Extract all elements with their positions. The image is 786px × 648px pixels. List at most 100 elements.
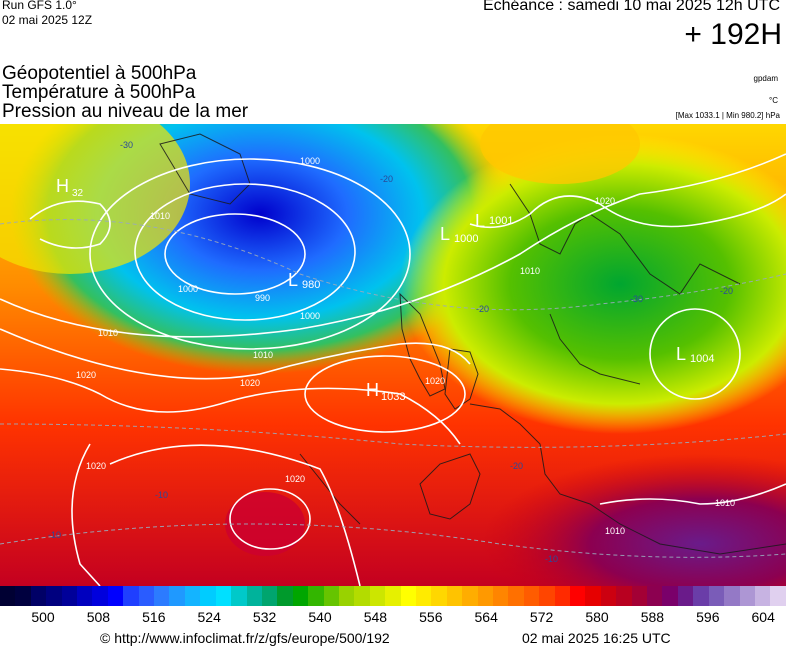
weather-map: H 32 L 1001 L 1000 L 980 H 1033 L 1004 1… — [0, 124, 786, 586]
colorbar-swatch — [585, 586, 601, 606]
colorbar — [0, 586, 786, 606]
isotherm-label: -10 — [545, 554, 558, 564]
isobar-label: 990 — [255, 293, 270, 303]
colorbar-swatch — [46, 586, 62, 606]
colorbar-swatch — [508, 586, 524, 606]
colorbar-tick-label: 588 — [640, 609, 665, 625]
low-center: L — [676, 344, 686, 364]
pressure-max-min: [Max 1033.1 | Min 980.2] hPa — [675, 111, 780, 120]
colorbar-swatch — [677, 586, 694, 606]
forecast-hours: + 192H — [684, 18, 782, 51]
colorbar-swatch — [523, 586, 540, 606]
colorbar-swatch — [323, 586, 339, 606]
isobar-label: 1010 — [150, 211, 170, 221]
high-center: H — [366, 380, 379, 400]
colorbar-swatch — [431, 586, 447, 606]
isobar-label: 1020 — [595, 196, 615, 206]
colorbar-tick-label: 524 — [197, 609, 221, 625]
colorbar-tick-label: 500 — [31, 609, 55, 625]
title-temperature: Température à 500hPa — [2, 82, 196, 103]
isobar-label: 1020 — [76, 370, 96, 380]
colorbar-swatch — [616, 586, 632, 606]
colorbar-tick-label: 572 — [529, 609, 554, 625]
colorbar-ticks: 500 508 516 524 532 540 548 556 564 572 580 588 596 6… — [0, 609, 786, 627]
colorbar-swatch — [15, 586, 31, 606]
colorbar-swatch — [647, 586, 663, 606]
forecast-valid-time: Echéance : samedi 10 mai 2025 12h UTC — [482, 0, 780, 14]
unit-celsius: °C — [769, 96, 778, 105]
low-value: 1001 — [489, 215, 513, 227]
colorbar-swatch — [30, 586, 47, 606]
low-value: 980 — [302, 279, 320, 291]
isobar-label: 1010 — [98, 328, 118, 338]
colorbar-swatch — [184, 586, 201, 606]
isotherm-label: -20 — [510, 461, 523, 471]
colorbar-swatch — [570, 586, 586, 606]
colorbar-swatch — [308, 586, 324, 606]
low-center: L — [288, 270, 298, 290]
run-date: 02 mai 2025 12Z — [2, 13, 93, 27]
isotherm-label: -20 — [720, 286, 733, 296]
colorbar-swatch — [708, 586, 725, 606]
colorbar-swatch — [415, 586, 432, 606]
colorbar-swatch — [123, 586, 139, 606]
colorbar-swatch — [277, 586, 293, 606]
colorbar-swatch — [138, 586, 155, 606]
colorbar-swatch — [539, 586, 555, 606]
colorbar-swatch — [92, 586, 108, 606]
colorbar-swatch — [446, 586, 463, 606]
colorbar-swatch — [662, 586, 678, 606]
colorbar-swatch — [261, 586, 278, 606]
colorbar-swatch — [369, 586, 386, 606]
colorbar-tick-label: 596 — [696, 609, 720, 625]
colorbar-swatch — [554, 586, 571, 606]
isobar-label: 1020 — [425, 376, 445, 386]
colorbar-tick-label: 508 — [86, 609, 111, 625]
colorbar-swatch — [169, 586, 185, 606]
colorbar-swatch — [154, 586, 170, 606]
colorbar-tick-label: 540 — [308, 609, 332, 625]
isobar-label: 1010 — [253, 350, 273, 360]
unit-gpdam: gpdam — [753, 74, 778, 83]
colorbar-swatch — [338, 586, 355, 606]
colorbar-tick-label: 604 — [751, 609, 775, 625]
colorbar-swatch — [400, 586, 416, 606]
colorbar-swatch — [724, 586, 740, 606]
isobar-label: 1020 — [240, 378, 260, 388]
colorbar-swatch — [77, 586, 93, 606]
colorbar-swatch — [385, 586, 401, 606]
isobar-label: 1000 — [300, 156, 320, 166]
colorbar-swatch — [107, 586, 124, 606]
cool-air-east — [400, 134, 786, 434]
colorbar-swatch — [462, 586, 478, 606]
colorbar-tick-label: 516 — [142, 609, 166, 625]
isotherm-label: -10 — [48, 530, 61, 540]
colorbar-swatch — [231, 586, 247, 606]
isobar-label: 1020 — [285, 474, 305, 484]
copyright-link[interactable]: © http://www.infoclimat.fr/z/gfs/europe/… — [100, 630, 390, 646]
title-geopotential: Géopotentiel à 500hPa — [2, 63, 197, 84]
colorbar-swatch — [493, 586, 509, 606]
colorbar-swatch — [61, 586, 78, 606]
colorbar-swatch — [693, 586, 709, 606]
low-value: 1000 — [454, 233, 478, 245]
colorbar-swatch — [754, 586, 771, 606]
warm-spot-greenland — [0, 124, 190, 274]
colorbar-swatch — [600, 586, 617, 606]
isobar-label: 1000 — [178, 284, 198, 294]
colorbar-tick-label: 548 — [363, 609, 388, 625]
colorbar-swatch — [354, 586, 370, 606]
isobar-label: 1010 — [715, 498, 735, 508]
generation-time: 02 mai 2025 16:25 UTC — [522, 630, 671, 646]
colorbar-tick-label: 580 — [585, 609, 609, 625]
isobar-label: 1020 — [86, 461, 106, 471]
high-center: H — [56, 176, 69, 196]
isobar-label: 1010 — [520, 266, 540, 276]
colorbar-tick-label: 556 — [419, 609, 443, 625]
isotherm-label: -20 — [380, 174, 393, 184]
colorbar-swatch — [739, 586, 755, 606]
colorbar-swatch — [292, 586, 309, 606]
isobar-label: 1000 — [300, 311, 320, 321]
colorbar-tick-label: 564 — [474, 609, 498, 625]
warm-pool-africa — [480, 454, 786, 586]
